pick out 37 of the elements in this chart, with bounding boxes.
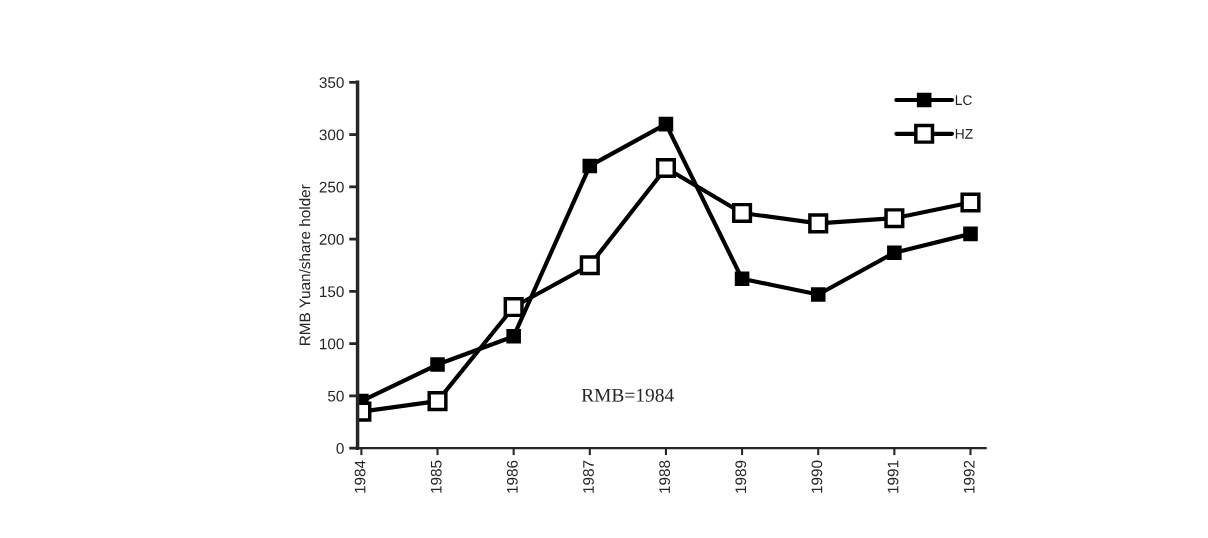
- point: [960, 192, 981, 213]
- point: [579, 255, 600, 276]
- x-tick-label: 1987: [583, 460, 594, 493]
- legend-label: HZ: [955, 129, 973, 139]
- y-tick-label: 300: [319, 129, 344, 141]
- y-tick-label: 350: [319, 77, 344, 88]
- y-axis-title: RMB Yuan/share holder: [299, 184, 311, 345]
- point: [503, 296, 524, 318]
- point: [655, 157, 677, 179]
- point: [732, 202, 753, 224]
- x-tick-label: 1985: [430, 460, 442, 493]
- legend-label: LC: [955, 95, 972, 106]
- point: [734, 271, 750, 287]
- x-tick-label: 1989: [735, 460, 747, 493]
- y-tick-label: 50: [327, 390, 344, 402]
- point: [808, 213, 829, 234]
- x-tick-label: 1988: [659, 460, 671, 493]
- point: [582, 158, 598, 174]
- point: [963, 226, 978, 242]
- point: [884, 208, 905, 229]
- y-tick-label: 0: [336, 443, 344, 454]
- point: [430, 357, 445, 372]
- point: [810, 287, 826, 302]
- point: [887, 245, 902, 260]
- x-tick-label: 1992: [963, 460, 975, 493]
- x-tick-label: 1990: [811, 460, 823, 493]
- y-tick-label: 250: [319, 181, 344, 193]
- y-tick-label: 200: [319, 233, 344, 245]
- x-tick-label: 1984: [354, 460, 366, 493]
- annotation: RMB=1984: [581, 388, 674, 402]
- point: [506, 329, 521, 344]
- x-tick-label: 1986: [506, 460, 518, 493]
- point: [427, 391, 448, 412]
- point: [658, 116, 674, 132]
- x-tick-label: 1991: [887, 460, 899, 493]
- y-tick-label: 150: [320, 286, 344, 298]
- y-tick-label: 100: [320, 338, 344, 350]
